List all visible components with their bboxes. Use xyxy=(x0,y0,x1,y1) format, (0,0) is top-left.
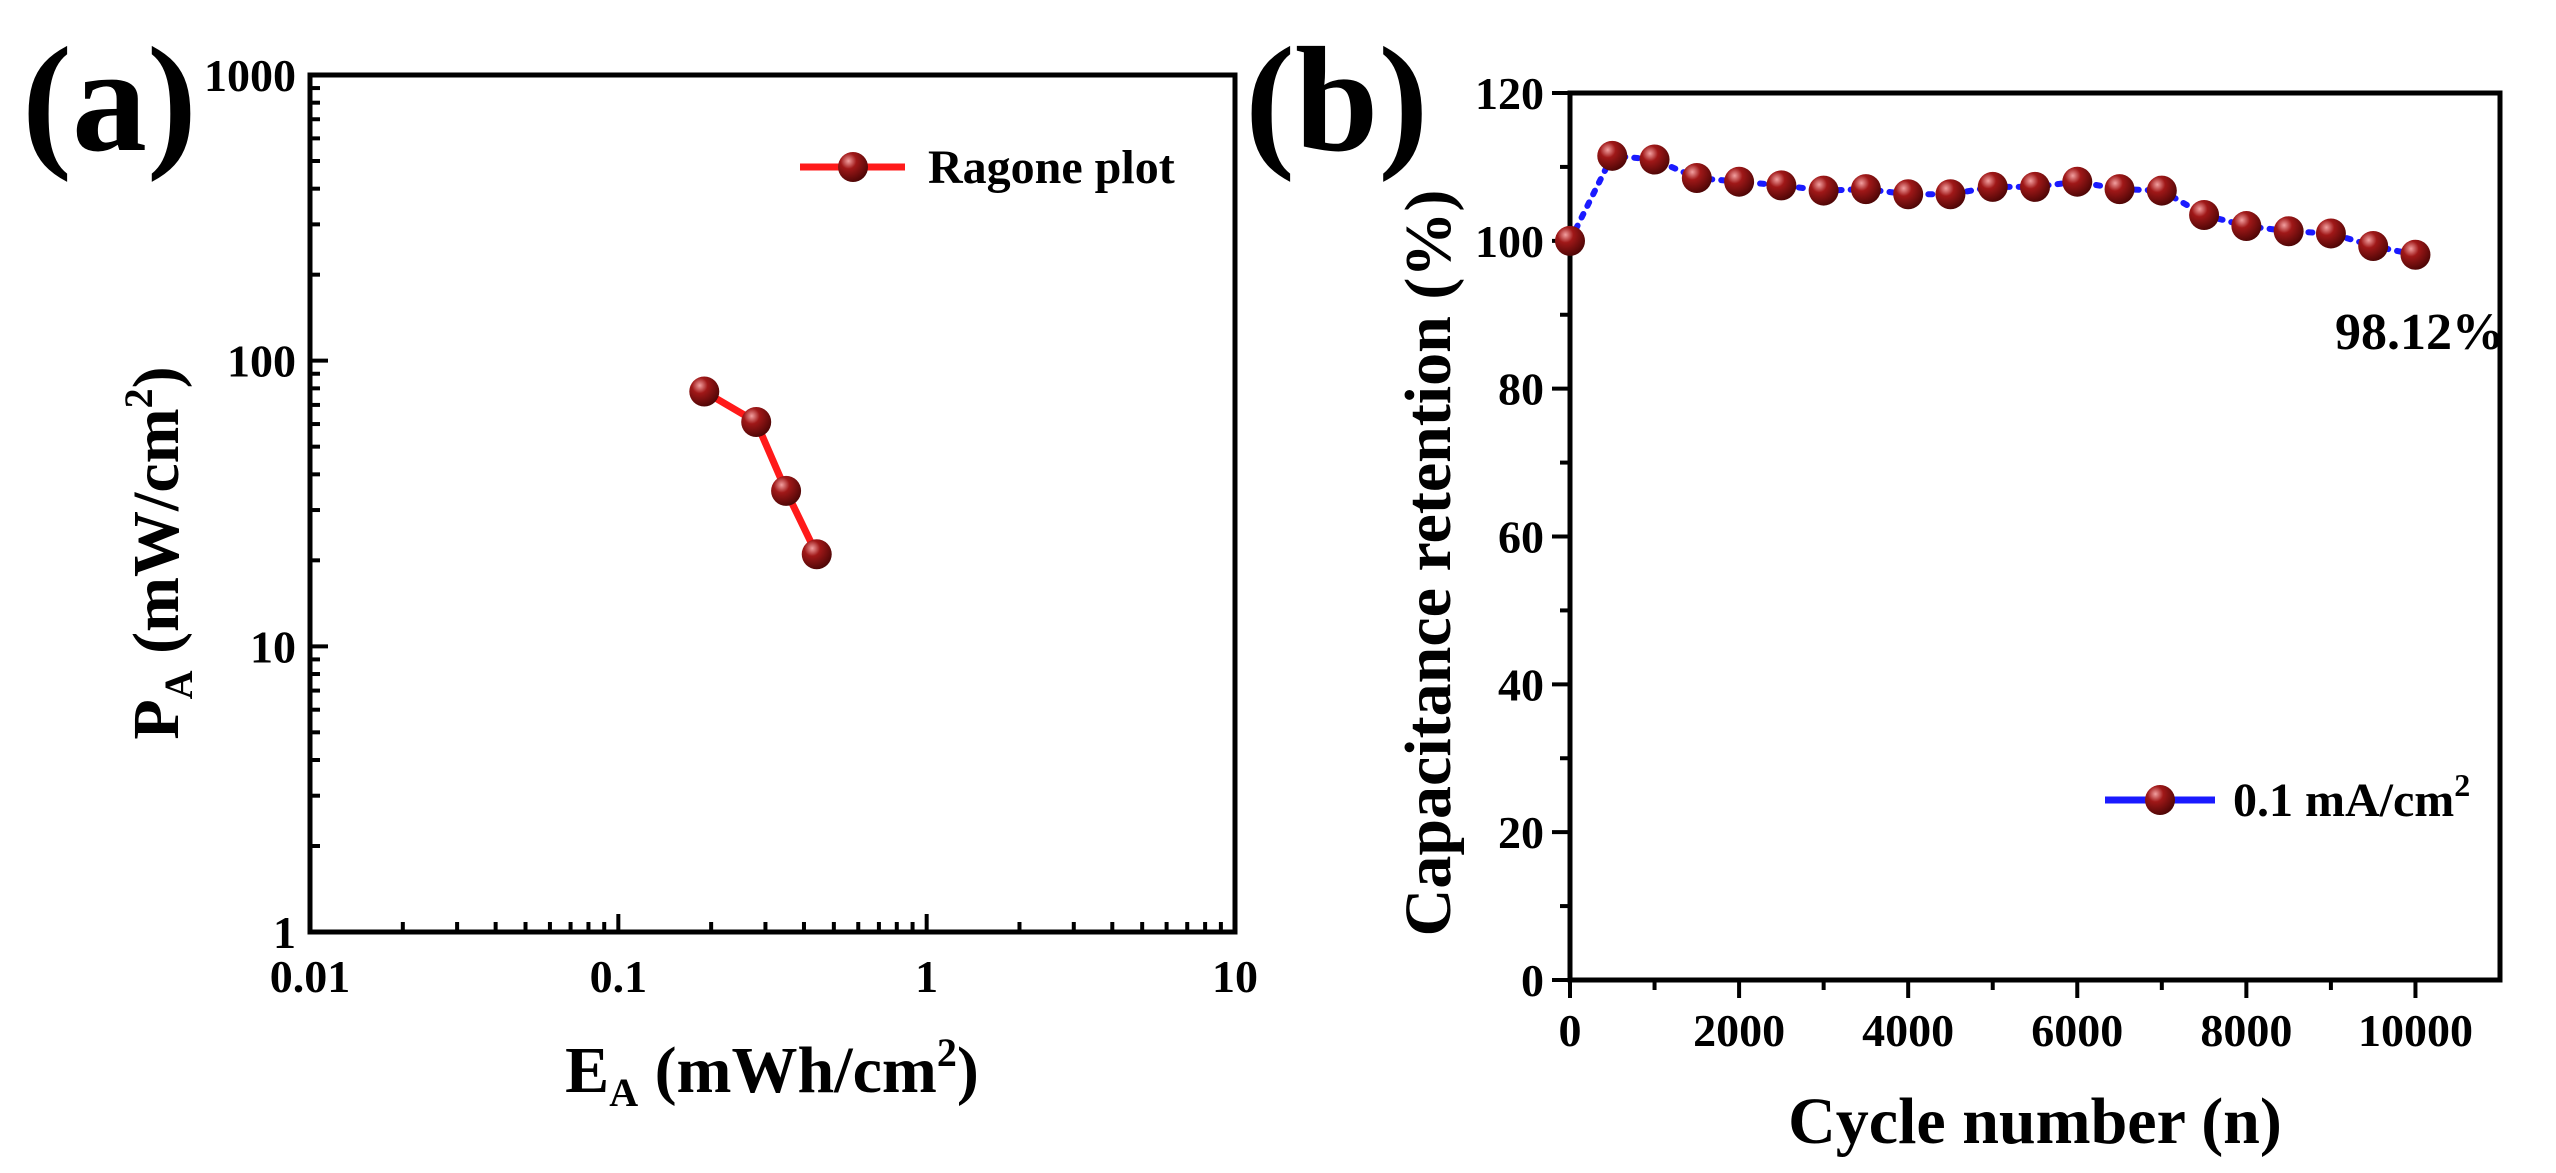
cycling-y-tick-label: 120 xyxy=(1475,68,1544,119)
ragone-series xyxy=(689,376,832,570)
cycling-data-point xyxy=(1555,225,1585,256)
cycling-data-point xyxy=(1724,166,1755,197)
cycling-data-point xyxy=(1808,175,1839,206)
ragone-legend-marker xyxy=(838,152,868,182)
cycling-data-point xyxy=(1850,174,1881,205)
cycling-y-axis-title: Capacitance retention (%) xyxy=(1392,190,1465,937)
ragone-axis-ticks: 0.01 0.1 1 10 1 10 100 1000 xyxy=(204,50,1258,1002)
cycling-data-point xyxy=(1639,144,1670,175)
cycling-y-tick-label: 40 xyxy=(1498,659,1544,710)
cycling-legend-marker xyxy=(2145,785,2175,815)
final-retention-annotation: 98.12% xyxy=(2335,304,2504,361)
cycling-x-tick-label: 8000 xyxy=(2200,1005,2292,1056)
ragone-x-tick-label: 10 xyxy=(1212,951,1258,1002)
cycling-data-point xyxy=(1935,179,1966,210)
ragone-data-point xyxy=(741,406,772,437)
ragone-x-tick-label: 0.1 xyxy=(590,951,648,1002)
ragone-x-tick-label: 0.01 xyxy=(270,951,351,1002)
cycling-data-point xyxy=(2273,216,2304,247)
cycling-data-point xyxy=(2231,211,2262,242)
ragone-data-point xyxy=(689,376,720,407)
cycling-data-point xyxy=(1597,140,1628,171)
cycling-data-point xyxy=(1766,170,1797,201)
cycling-data-point xyxy=(2146,175,2177,206)
cycling-data-point xyxy=(1977,171,2008,202)
cycling-x-tick-label: 10000 xyxy=(2358,1005,2473,1056)
cycling-y-tick-label: 0 xyxy=(1521,955,1544,1006)
ragone-y-tick-label: 100 xyxy=(227,336,296,387)
ragone-data-point xyxy=(801,539,832,570)
cycling-x-tick-label: 0 xyxy=(1559,1005,1582,1056)
ragone-y-tick-label: 1 xyxy=(273,907,296,958)
cycling-legend-label: 0.1 mA/cm2 xyxy=(2233,767,2470,827)
cycling-x-tick-label: 2000 xyxy=(1693,1005,1785,1056)
cycling-y-tick-label: 20 xyxy=(1498,807,1544,858)
ragone-y-tick-label: 10 xyxy=(250,621,296,672)
cycling-y-tick-label: 60 xyxy=(1498,512,1544,563)
cycling-data-point xyxy=(2358,231,2389,262)
panel-label-b: (b) xyxy=(1245,17,1428,183)
cycling-data-point xyxy=(2020,171,2050,202)
cycling-data-point xyxy=(2189,199,2220,230)
ragone-series-line xyxy=(702,388,820,556)
ragone-x-tick-label: 1 xyxy=(915,951,938,1002)
cycling-data-point xyxy=(2315,218,2346,249)
ragone-y-axis-title: PA (mW/cm2) xyxy=(116,366,201,739)
cycling-axis-ticks: 0 2000 4000 6000 8000 10000 0 20 40 60 80 100 120 xyxy=(1475,68,2473,1056)
ragone-legend-label: Ragone plot xyxy=(928,141,1175,194)
cycling-data-point xyxy=(2400,239,2431,270)
cycling-y-tick-label: 100 xyxy=(1475,216,1544,267)
cycling-legend: 0.1 mA/cm2 xyxy=(2105,767,2470,827)
cycling-series xyxy=(1555,140,2431,270)
cycling-plot-frame xyxy=(1567,90,2503,983)
ragone-x-axis-title: EA (mWh/cm2) xyxy=(565,1030,979,1115)
ragone-y-tick-label: 1000 xyxy=(204,50,296,101)
cycling-x-axis-title: Cycle number (n) xyxy=(1788,1085,2282,1158)
cycling-x-tick-label: 4000 xyxy=(1862,1005,1954,1056)
cycling-x-tick-label: 6000 xyxy=(2031,1005,2123,1056)
panel-label-a: (a) xyxy=(22,17,197,183)
cycling-y-tick-label: 80 xyxy=(1498,364,1544,415)
ragone-panel: (a) 0.01 0.1 1 10 1 10 100 1000 Ragone plot EA … xyxy=(22,17,1258,1115)
ragone-plot-frame xyxy=(307,72,1238,935)
cycling-data-point xyxy=(1893,179,1924,210)
cycling-panel: (b) 0 2000 4000 6000 8000 10000 0 20 40 60 80 100 12… xyxy=(1245,17,2504,1158)
cycling-data-point xyxy=(2104,174,2135,205)
ragone-data-point xyxy=(771,475,802,506)
cycling-data-point xyxy=(2062,166,2093,197)
ragone-legend: Ragone plot xyxy=(800,141,1175,194)
cycling-data-point xyxy=(1681,163,1712,194)
